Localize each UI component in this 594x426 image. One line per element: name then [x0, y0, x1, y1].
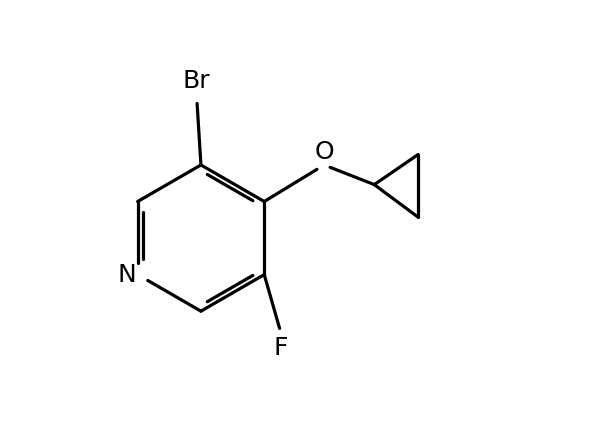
Text: O: O [314, 141, 334, 164]
Text: F: F [274, 336, 288, 360]
Text: N: N [118, 262, 137, 287]
Text: Br: Br [183, 69, 210, 93]
